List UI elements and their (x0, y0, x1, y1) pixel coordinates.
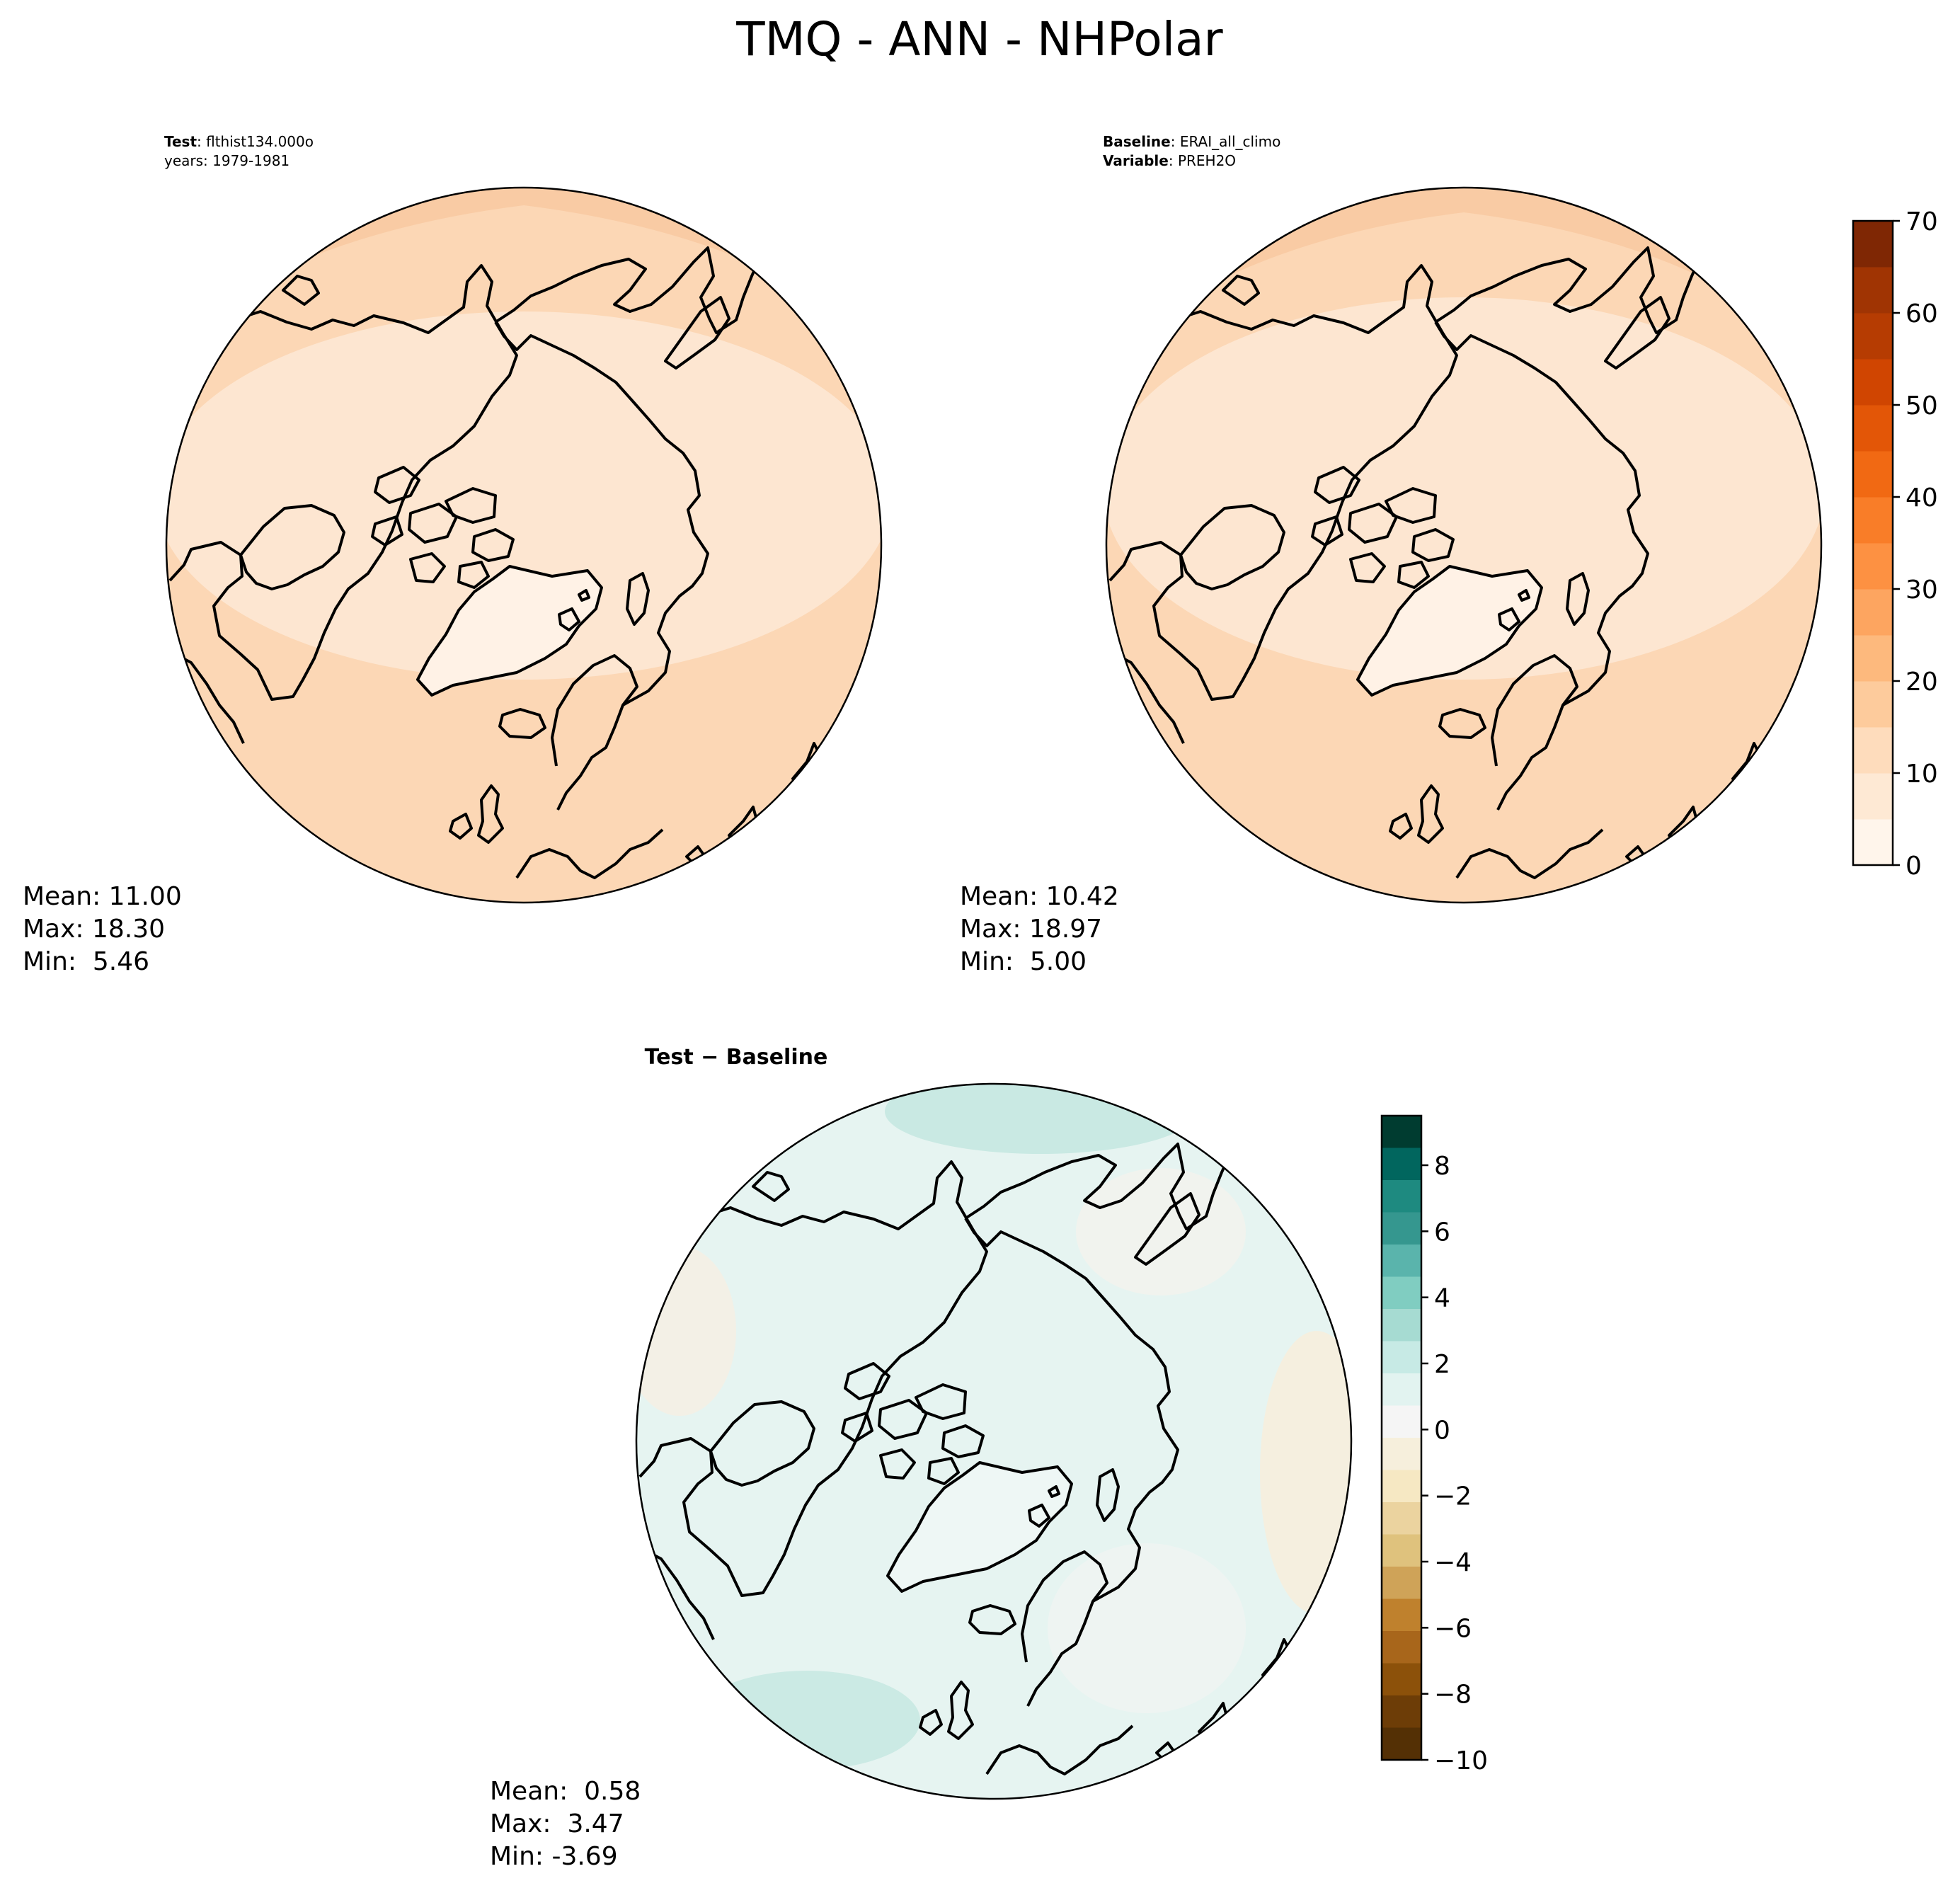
colorbar-main-tick-label: 10 (1905, 760, 1938, 789)
colorbar-main-segment (1853, 497, 1893, 544)
map-baseline (1106, 188, 1821, 903)
colorbar-diff-tick-label: −8 (1434, 1681, 1472, 1710)
colorbar-diff-segment (1382, 1534, 1421, 1567)
panel-test-mean: Mean: 11.00 (23, 882, 182, 911)
colorbar-diff-tick-label: 4 (1434, 1284, 1450, 1313)
panel-baseline-header-line1: Baseline: ERAI_all_climo (1103, 133, 1280, 150)
panel-diff-max: Max: 3.47 (490, 1809, 624, 1838)
panel-test-min: Min: 5.46 (23, 947, 149, 976)
colorbar-main-tick-label: 40 (1905, 484, 1938, 513)
colorbar-diff-segment (1382, 1598, 1421, 1632)
colorbar-diff-tick-label: 6 (1434, 1218, 1450, 1247)
colorbar-main-segment (1853, 681, 1893, 728)
panel-baseline: Baseline: ERAI_all_climo Variable: PREH2… (960, 133, 1823, 976)
colorbar-main-tick-label: 20 (1905, 668, 1938, 697)
colorbar-diff-segment (1382, 1212, 1421, 1245)
map-diff (636, 1084, 1351, 1799)
colorbar-diff-tick-label: 8 (1434, 1152, 1450, 1181)
panel-test: Test: flthist134.000o years: 1979-1981 M… (23, 133, 883, 976)
map-test (166, 188, 881, 903)
colorbar-diff-segment (1382, 1438, 1421, 1470)
map-diff-boundary (635, 1082, 1353, 1800)
colorbar-diff-segment (1382, 1276, 1421, 1310)
colorbar-main-segment (1853, 589, 1893, 636)
colorbar-diff-segment (1382, 1695, 1421, 1728)
colorbar-diff-segment (1382, 1373, 1421, 1406)
panel-diff-mean: Mean: 0.58 (490, 1777, 641, 1806)
colorbar-main-segment (1853, 451, 1893, 498)
colorbar-main-tick-label: 70 (1905, 207, 1938, 236)
colorbar-main-segment (1853, 313, 1893, 360)
colorbar-diff-tick-label: −6 (1434, 1614, 1472, 1643)
colorbar-diff-segment (1382, 1727, 1421, 1761)
colorbar-main-segment (1853, 221, 1893, 268)
colorbar-main-segment (1853, 819, 1893, 866)
panel-diff-header: Test − Baseline (645, 1045, 828, 1070)
colorbar-diff-frame (1380, 1114, 1423, 1761)
colorbar-diff-segment (1382, 1470, 1421, 1503)
colorbar-diff-segment (1382, 1631, 1421, 1664)
colorbar-main-segment (1853, 635, 1893, 682)
colorbar-diff-segment (1382, 1180, 1421, 1213)
panel-baseline-max: Max: 18.97 (960, 915, 1102, 944)
colorbar-main-segment (1853, 267, 1893, 314)
colorbar-diff-segment (1382, 1245, 1421, 1277)
colorbar-diff-tick-label: 0 (1434, 1416, 1450, 1445)
colorbar-diff-segment (1382, 1663, 1421, 1696)
colorbar-diff-tick-label: 2 (1434, 1350, 1450, 1379)
colorbar-main-segment (1853, 405, 1893, 452)
colorbar-diff-segment (1382, 1148, 1421, 1181)
colorbar-main-segment (1853, 543, 1893, 590)
colorbar-diff: 8 6 4 2 0 −2 −4 −6 −8 −10 (1380, 1114, 1488, 1775)
colorbar-diff-tick-label: −10 (1434, 1746, 1488, 1775)
panel-diff: Test − Baseline Mean: 0.58 Max: 3.47 Min… (490, 1045, 1353, 1871)
colorbar-diff-segment (1382, 1502, 1421, 1535)
colorbar-main-frame (1852, 219, 1894, 866)
map-test-boundary (165, 186, 883, 904)
colorbar-main-tick-label: 0 (1905, 852, 1922, 881)
colorbar-diff-tick-label: −4 (1434, 1548, 1472, 1577)
panel-baseline-header-line2: Variable: PREH2O (1103, 152, 1236, 169)
colorbar-main-segment (1853, 773, 1893, 820)
panel-test-header-line2: years: 1979-1981 (164, 152, 290, 169)
colorbar-main-segment (1853, 727, 1893, 774)
panel-test-header-line1: Test: flthist134.000o (164, 133, 314, 150)
panel-diff-min: Min: -3.69 (490, 1842, 618, 1871)
colorbar-main-segment (1853, 359, 1893, 406)
colorbar-main-tick-label: 50 (1905, 391, 1938, 420)
colorbar-diff-segment (1382, 1567, 1421, 1599)
panel-baseline-min: Min: 5.00 (960, 947, 1087, 976)
colorbar-main-tick-label: 30 (1905, 576, 1938, 605)
colorbar-diff-segment (1382, 1405, 1421, 1438)
panel-test-max: Max: 18.30 (23, 915, 165, 944)
panel-baseline-mean: Mean: 10.42 (960, 882, 1119, 911)
colorbar-main: 0 10 20 30 40 50 60 70 (1852, 207, 1938, 881)
figure-title: TMQ - ANN - NHPolar (735, 12, 1223, 67)
colorbar-diff-segment (1382, 1309, 1421, 1341)
colorbar-diff-tick-label: −2 (1434, 1482, 1472, 1511)
colorbar-diff-segment (1382, 1116, 1421, 1148)
colorbar-diff-segment (1382, 1341, 1421, 1374)
map-baseline-boundary (1105, 186, 1823, 904)
colorbar-main-tick-label: 60 (1905, 299, 1938, 328)
